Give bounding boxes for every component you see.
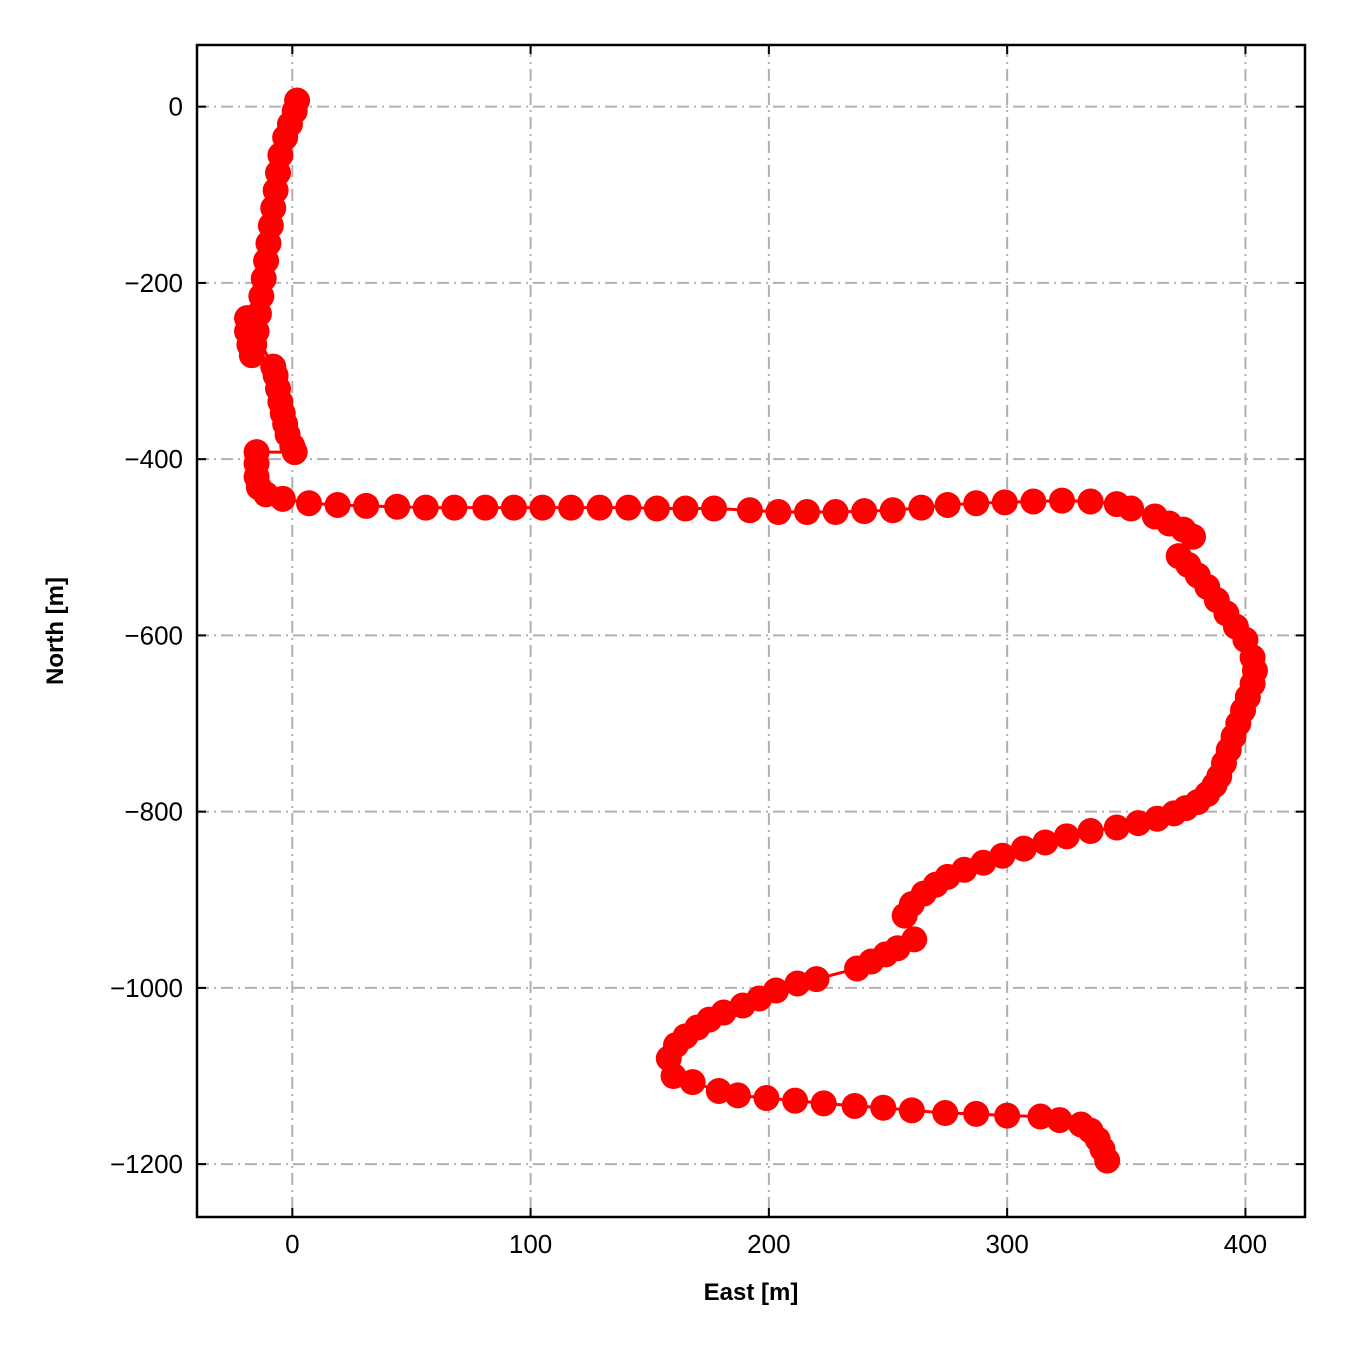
data-point	[879, 497, 906, 524]
data-point	[234, 305, 261, 332]
data-point	[841, 1092, 868, 1119]
data-point	[1032, 829, 1059, 856]
data-point	[844, 955, 871, 982]
data-point	[793, 499, 820, 526]
data-point	[1077, 488, 1104, 515]
plot-frame	[195, 43, 1307, 1219]
data-point	[1046, 1107, 1073, 1134]
y-tick-label: −600	[124, 620, 183, 650]
x-tick-label: 300	[985, 1229, 1028, 1259]
series-trajectory	[234, 87, 1268, 1174]
data-point	[500, 494, 527, 521]
data-point	[615, 494, 642, 521]
data-point	[851, 498, 878, 525]
data-point	[963, 1100, 990, 1127]
data-point	[281, 439, 308, 466]
data-point	[269, 485, 296, 512]
data-point	[1180, 523, 1207, 550]
data-point	[1125, 810, 1152, 837]
data-point	[1077, 818, 1104, 845]
data-point	[1118, 495, 1145, 522]
data-point	[643, 495, 670, 522]
data-point	[782, 1087, 809, 1114]
data-point	[558, 494, 585, 521]
data-point	[295, 490, 322, 517]
x-tick-label: 200	[747, 1229, 790, 1259]
axis-ticks: 0 100 200 300 400 0 −200 −400 −600 −800 −1000 −1200	[110, 45, 1305, 1259]
data-point	[908, 494, 935, 521]
y-tick-label: −400	[124, 444, 183, 474]
data-point	[991, 489, 1018, 516]
data-point	[1094, 1147, 1121, 1174]
data-point	[753, 1085, 780, 1112]
y-tick-label: −200	[124, 268, 183, 298]
data-point	[891, 902, 918, 929]
data-point	[412, 494, 439, 521]
data-point	[672, 495, 699, 522]
data-point	[529, 494, 556, 521]
data-point	[898, 1097, 925, 1124]
x-tick-label: 400	[1224, 1229, 1267, 1259]
y-tick-label: −1000	[110, 973, 183, 1003]
data-point	[994, 1102, 1021, 1129]
x-tick-label: 100	[509, 1229, 552, 1259]
data-point	[736, 497, 763, 524]
data-point	[1053, 823, 1080, 850]
data-point	[353, 492, 380, 519]
data-point	[765, 499, 792, 526]
data-point	[724, 1082, 751, 1109]
data-point	[932, 1100, 959, 1127]
data-point	[810, 1090, 837, 1117]
data-point	[822, 499, 849, 526]
y-axis-label: North [m]	[42, 577, 69, 685]
data-point	[1020, 488, 1047, 515]
y-tick-label: 0	[169, 92, 183, 122]
data-point	[934, 491, 961, 518]
y-tick-label: −1200	[110, 1149, 183, 1179]
data-point	[1010, 835, 1037, 862]
data-point	[870, 1094, 897, 1121]
x-axis-label: East [m]	[704, 1279, 799, 1306]
data-point	[963, 490, 990, 517]
data-point	[586, 494, 613, 521]
data-point	[679, 1069, 706, 1096]
data-point	[384, 493, 411, 520]
data-point	[324, 491, 351, 518]
data-point	[472, 494, 499, 521]
data-point	[701, 495, 728, 522]
y-tick-label: −800	[124, 797, 183, 827]
data-point	[441, 494, 468, 521]
data-point	[784, 970, 811, 997]
x-tick-label: 0	[285, 1229, 299, 1259]
data-point	[1048, 487, 1075, 514]
data-point	[1103, 814, 1130, 841]
